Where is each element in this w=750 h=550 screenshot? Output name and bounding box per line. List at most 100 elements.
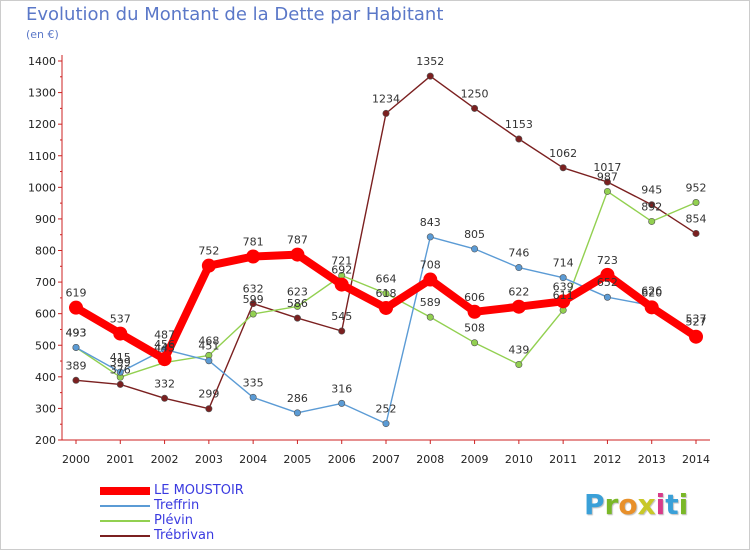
logo-letter: r (604, 488, 619, 521)
data-label: 389 (66, 359, 87, 372)
logo-letter: i (678, 488, 689, 521)
data-label: 639 (553, 280, 574, 293)
data-label: 456 (154, 338, 175, 351)
data-label: 1234 (372, 92, 400, 105)
data-label: 714 (553, 257, 574, 270)
legend-item: Plévin (100, 513, 360, 529)
data-label: 664 (376, 272, 397, 285)
data-label: 945 (641, 184, 662, 197)
data-label: 527 (686, 316, 707, 329)
data-label: 781 (243, 236, 264, 249)
data-point (471, 339, 479, 347)
chart-title: Evolution du Montant de la Dette par Hab… (26, 4, 444, 25)
data-label: 708 (420, 259, 441, 272)
data-label: 692 (331, 264, 352, 277)
y-tick-label: 1000 (28, 181, 56, 194)
data-label: 723 (597, 254, 618, 267)
y-tick-label: 700 (35, 276, 56, 289)
legend-label: LE MOUSTOIR (154, 483, 244, 498)
logo-letter: x (637, 488, 656, 521)
data-point (69, 300, 83, 315)
data-label: 805 (464, 228, 485, 241)
data-label: 892 (641, 200, 662, 213)
x-tick-label: 2012 (593, 453, 621, 466)
data-label: 508 (464, 322, 485, 335)
x-tick-label: 2013 (638, 453, 666, 466)
data-point (556, 294, 571, 309)
data-point (467, 304, 482, 319)
data-point (515, 135, 523, 143)
data-label: 626 (641, 284, 662, 297)
data-point (293, 409, 301, 417)
data-point (205, 357, 213, 365)
data-label: 286 (287, 392, 308, 405)
legend-label: Treffrin (154, 498, 200, 513)
y-tick-label: 800 (35, 245, 56, 258)
y-tick-label: 1100 (28, 150, 56, 163)
data-label: 623 (287, 285, 308, 298)
data-point (338, 399, 346, 407)
x-tick-label: 2002 (151, 453, 179, 466)
legend-item: Treffrin (100, 498, 360, 514)
data-point (511, 299, 526, 314)
data-label: 586 (287, 297, 308, 310)
x-tick-label: 2005 (283, 453, 311, 466)
data-label: 335 (243, 376, 264, 389)
data-label: 589 (420, 296, 441, 309)
data-point (423, 272, 438, 287)
data-point (692, 198, 700, 206)
data-point (249, 393, 257, 401)
data-label: 746 (508, 247, 529, 260)
proxiti-logo: Proxiti (584, 488, 688, 521)
data-label: 632 (243, 283, 264, 296)
data-point (246, 249, 261, 264)
data-point (471, 104, 479, 112)
data-label: 1017 (593, 161, 621, 174)
legend-swatch (100, 520, 150, 522)
data-point (157, 352, 172, 367)
data-point (689, 329, 703, 344)
y-tick-label: 300 (35, 402, 56, 415)
data-point (382, 109, 390, 117)
data-label: 451 (198, 340, 219, 353)
data-label: 415 (110, 351, 131, 364)
x-tick-label: 2014 (682, 453, 710, 466)
data-label: 252 (376, 403, 397, 416)
data-label: 843 (420, 216, 441, 229)
data-point (382, 420, 390, 428)
data-label: 445 (154, 342, 175, 355)
data-label: 652 (597, 276, 618, 289)
data-point (293, 302, 301, 310)
x-tick-label: 2003 (195, 453, 223, 466)
logo-letter: i (655, 488, 666, 521)
data-point (116, 380, 124, 388)
x-tick-label: 2011 (549, 453, 577, 466)
data-point (603, 187, 611, 195)
data-point (290, 247, 305, 262)
data-point (293, 314, 301, 322)
data-label: 987 (597, 170, 618, 183)
data-point (334, 277, 349, 292)
data-label: 611 (553, 289, 574, 302)
data-point (515, 361, 523, 369)
data-point (603, 293, 611, 301)
x-tick-label: 2001 (106, 453, 134, 466)
data-point (426, 313, 434, 321)
y-tick-label: 1300 (28, 87, 56, 100)
data-point (379, 300, 393, 315)
x-tick-label: 2000 (62, 453, 90, 466)
data-point (648, 201, 656, 209)
data-label: 1250 (461, 87, 489, 100)
data-label: 618 (376, 287, 397, 300)
data-point (338, 327, 346, 335)
data-label: 316 (331, 382, 352, 395)
chart-legend: LE MOUSTOIR Treffrin Plévin Trébrivan (100, 483, 360, 544)
data-label: 622 (508, 286, 529, 299)
data-label: 468 (198, 334, 219, 347)
data-label: 545 (331, 310, 352, 323)
x-tick-label: 2009 (461, 453, 489, 466)
data-point (644, 300, 659, 315)
data-point (201, 258, 216, 273)
x-tick-label: 2006 (328, 453, 356, 466)
